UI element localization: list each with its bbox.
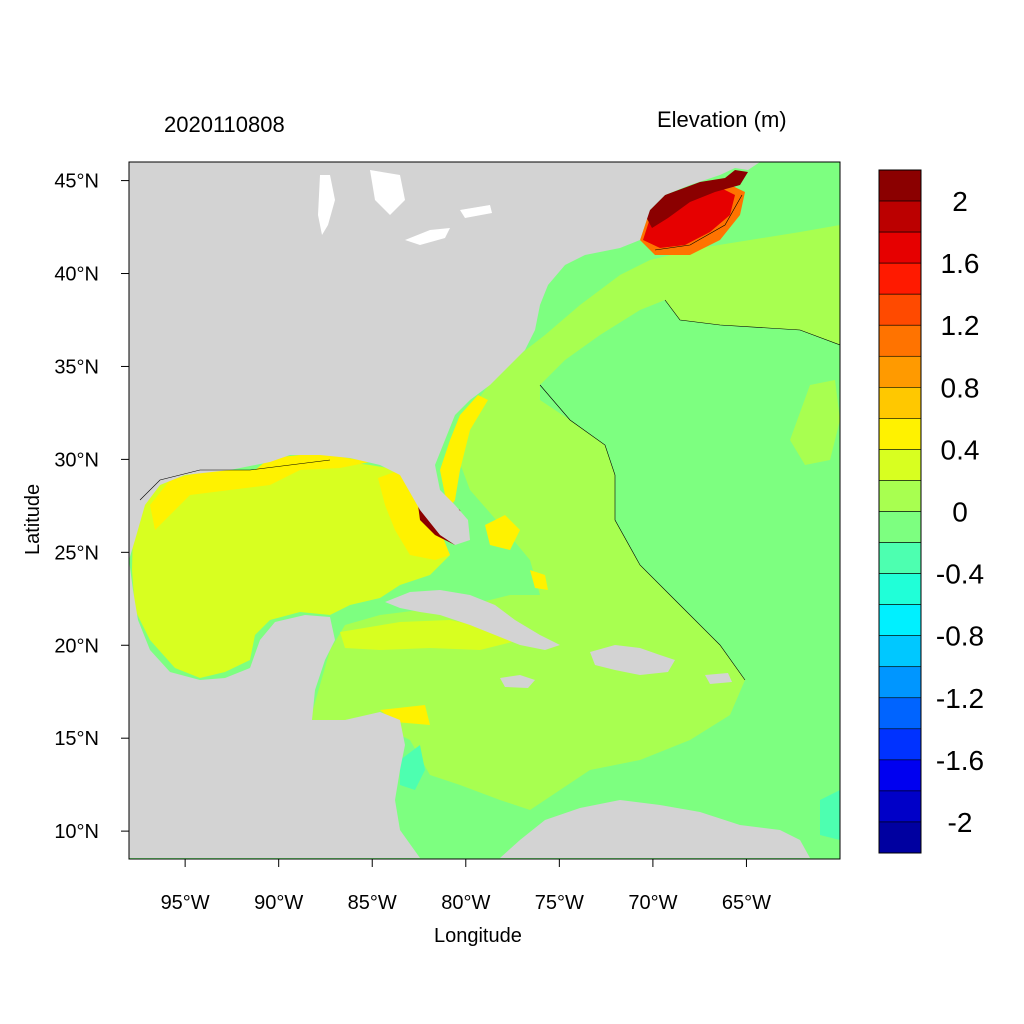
colorbar-swatch [878,200,922,233]
latitude-axis: 45°N 40°N 35°N 30°N 25°N 20°N 15°N 10°N [54,171,129,843]
contour-line-zero-east [664,299,840,346]
colorbar-label: 0 [952,497,968,528]
lon-tick-label: 80°W [441,892,490,914]
colorbar: 2 1.6 1.2 0.8 0.4 0 -0.4 -0.8 -1.2 -1.6 -2 [878,169,984,854]
surge-zone-east-coast [440,395,488,510]
ocean-region-cayman [340,620,520,650]
lon-tick-label: 95°W [161,892,210,914]
colorbar-swatch [878,231,922,264]
colorbar-swatch [878,821,922,854]
ocean-region-east-low [820,790,840,840]
colorbar-swatch [878,355,922,388]
colorbar-swatch [878,262,922,295]
lon-tick-label: 75°W [535,892,584,914]
ocean-region-gulf-of-mexico [132,460,450,678]
colorbar-swatch [878,790,922,823]
colorbar-label: -2 [948,807,973,838]
colorbar-label: -1.6 [936,745,984,776]
contour-line-maine [654,194,743,251]
lon-tick-label: 70°W [628,892,677,914]
land-north-america [129,162,760,560]
colorbar-frame [878,169,922,854]
surge-zone-bahamas [485,515,520,550]
colorbar-swatch [878,666,922,699]
surge-zone-gulf-of-maine-red [643,185,735,248]
ocean-region-south-caribbean-low [400,745,425,790]
lat-tick-label: 20°N [54,635,99,657]
surge-zone-west-florida-shelf [378,470,450,560]
land-jamaica [500,675,535,688]
colorbar-swatch [878,573,922,605]
x-axis-label: Longitude [434,925,522,947]
colorbar-swatch [878,169,922,202]
ocean-region-east-pocket [790,380,840,465]
lat-tick-label: 10°N [54,821,99,843]
colorbar-label: -1.2 [936,683,984,714]
map-variable-title: Elevation (m) [657,107,787,132]
colorbar-label: 1.2 [941,310,980,341]
lon-tick-label: 90°W [254,892,303,914]
colorbar-swatch [878,387,922,419]
land-mexico-central-america [129,560,420,858]
colorbar-label: -0.4 [936,559,984,590]
colorbar-swatch [878,728,922,761]
lat-tick-label: 25°N [54,542,99,564]
surge-zone-gulf-of-maine-max [645,170,748,228]
colorbar-swatch [878,418,922,450]
colorbar-swatch [878,635,922,668]
colorbar-label: 1.6 [941,248,980,279]
colorbar-label: -0.8 [936,621,984,652]
land-hispaniola [590,645,675,675]
lat-tick-label: 35°N [54,356,99,378]
map-plot-area [129,162,840,859]
colorbar-swatch [878,449,922,481]
contour-lines [139,194,840,681]
lat-tick-label: 40°N [54,264,99,286]
colorbar-swatch [878,324,922,357]
land-cuba [385,590,560,650]
lake-huron [370,170,405,215]
colorbar-swatch [878,511,922,543]
lon-tick-label: 85°W [348,892,397,914]
colorbar-swatch [878,293,922,326]
contour-line-gulf [139,459,331,501]
colorbar-swatch [878,759,922,792]
contour-line-zero-south [539,384,746,681]
lon-tick-label: 65°W [722,892,771,914]
lat-tick-label: 15°N [54,728,99,750]
colorbar-label: 0.8 [941,372,980,403]
lake-erie [405,228,450,245]
colorbar-swatch [878,697,922,730]
lake-michigan [318,175,335,235]
land-puerto-rico [705,673,732,684]
colorbar-swatch [878,480,922,512]
longitude-axis: 95°W 90°W 85°W 80°W 75°W 70°W 65°W [161,859,771,914]
land-south-america [500,800,810,858]
map-datetime-title: 2020110808 [164,112,285,137]
colorbar-label: 0.4 [941,434,980,465]
surge-zone-bahamas-south [530,570,548,590]
colorbar-label: 2 [952,186,968,217]
colorbar-swatch [878,604,922,636]
colorbar-swatch [878,542,922,574]
lat-tick-label: 45°N [54,171,99,193]
lat-tick-label: 30°N [54,449,99,471]
ocean-region-caribbean [310,225,840,810]
surge-zone-gulf-north-shelf [150,455,370,530]
lake-ontario [460,205,492,218]
map-frame [128,161,841,860]
